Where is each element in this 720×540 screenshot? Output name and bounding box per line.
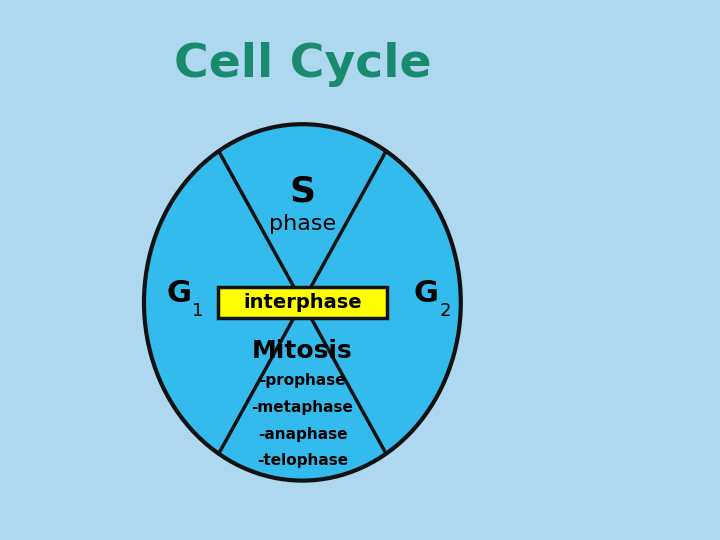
Text: G: G (166, 279, 192, 308)
Text: Cell Cycle: Cell Cycle (174, 42, 431, 87)
Text: interphase: interphase (243, 293, 361, 312)
Text: 1: 1 (192, 302, 204, 320)
Ellipse shape (144, 124, 461, 481)
Text: S: S (289, 175, 315, 209)
FancyBboxPatch shape (218, 287, 387, 318)
Text: Mitosis: Mitosis (252, 339, 353, 362)
Text: -metaphase: -metaphase (251, 400, 354, 415)
Text: G: G (413, 279, 438, 308)
Text: 2: 2 (439, 302, 451, 320)
Text: -prophase: -prophase (259, 373, 346, 388)
Text: -anaphase: -anaphase (258, 427, 347, 442)
Text: -telophase: -telophase (257, 454, 348, 469)
Text: phase: phase (269, 214, 336, 234)
